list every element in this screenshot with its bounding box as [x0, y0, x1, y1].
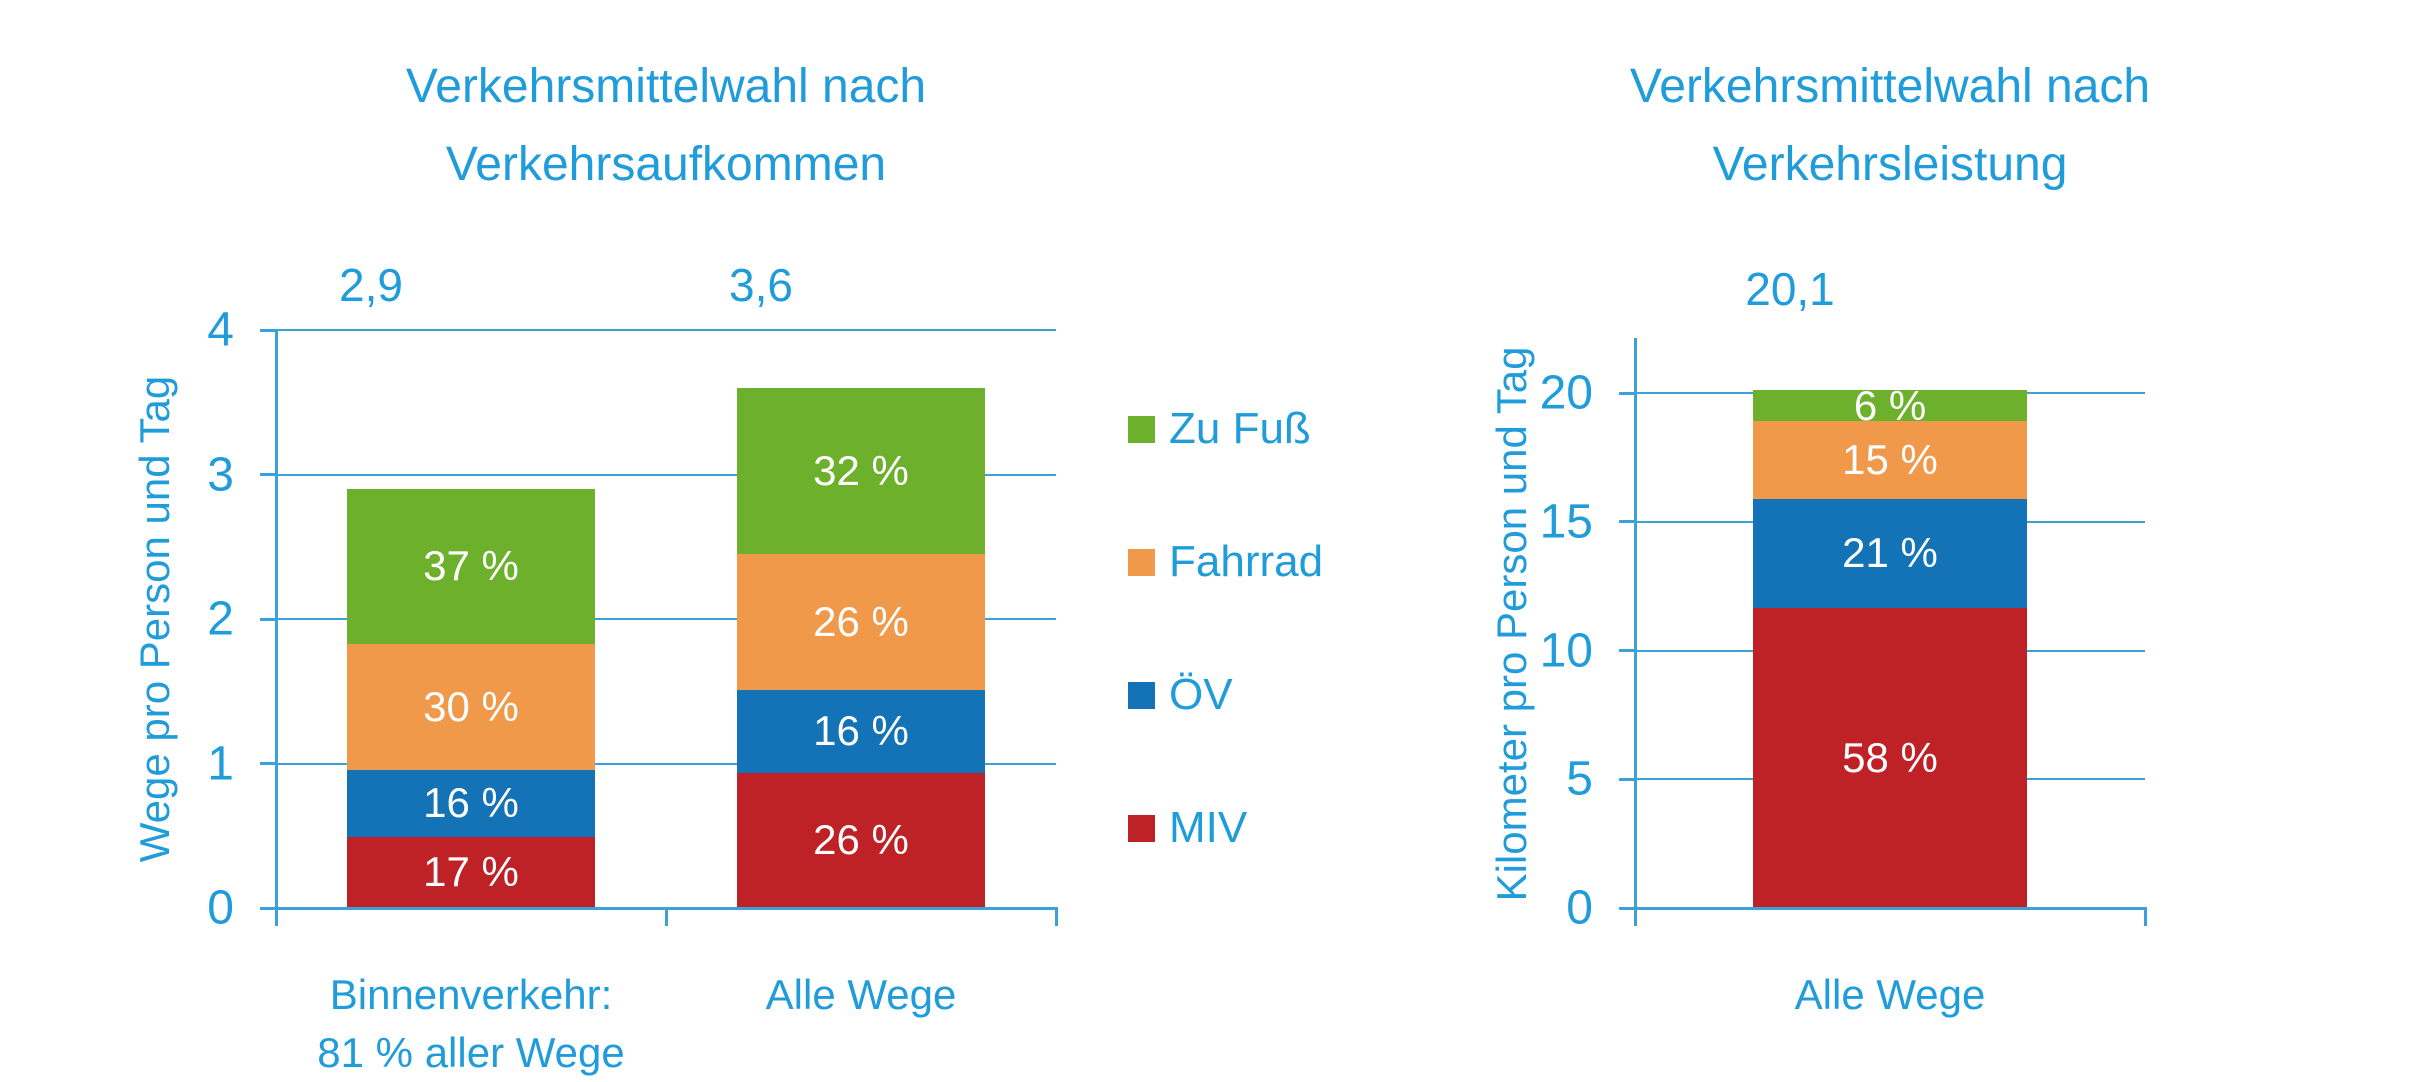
segment-label: 30 % — [423, 682, 519, 730]
bar-segment-zu-fuß: 32 % — [737, 387, 985, 555]
chart-title-line1: Verkehrsmittelwahl nach — [405, 60, 927, 113]
bar-total-label: 3,6 — [729, 259, 793, 311]
segment-label: 26 % — [813, 816, 909, 864]
category-label: Binnenverkehr: 81 % aller Wege — [317, 966, 624, 1082]
bar-total-label: 20,1 — [1745, 263, 1835, 315]
category-label-line1: Alle Wege — [1794, 971, 1986, 1018]
legend-label: MIV — [1169, 803, 1248, 852]
bar-segment-miv: 26 % — [737, 772, 985, 908]
bar-segment-öv: 21 % — [1753, 499, 2027, 608]
legend-label: Fahrrad — [1169, 537, 1324, 586]
segment-label: 6 % — [1853, 381, 1927, 429]
segment-label: 37 % — [423, 542, 519, 590]
y-tick — [1619, 906, 1635, 910]
y-tick-label: 2 — [207, 592, 234, 646]
y-tick-label: 1 — [207, 737, 234, 790]
x-axis-line — [1633, 906, 2147, 910]
segment-label: 58 % — [1842, 733, 1938, 781]
y-tick-label: 0 — [1566, 881, 1593, 935]
y-tick-label: 5 — [1566, 752, 1593, 806]
legend-swatch — [1128, 814, 1155, 842]
category-label-line1: Binnenverkehr: — [329, 971, 613, 1018]
gridline — [276, 762, 1056, 765]
x-tick — [1633, 908, 1637, 926]
y-axis-line — [274, 330, 278, 910]
category-label-line2: 81 % aller Wege — [317, 1029, 625, 1076]
bar-segment-fahrrad: 30 % — [347, 643, 595, 770]
y-tick-label: 20 — [1539, 366, 1593, 420]
gridline — [276, 473, 1056, 476]
y-axis-line — [1633, 338, 1637, 910]
x-tick — [664, 908, 668, 926]
chart-title-line2: Verkehrsaufkommen — [445, 138, 887, 191]
segment-label: 15 % — [1842, 436, 1938, 484]
x-tick — [274, 908, 278, 926]
segment-label: 32 % — [813, 447, 909, 495]
segment-label: 17 % — [423, 848, 519, 896]
segment-label: 16 % — [423, 779, 519, 827]
bar-segment-zu-fuß: 37 % — [347, 488, 595, 644]
y-tick — [260, 328, 276, 332]
legend-label: Zu Fuß — [1169, 404, 1311, 453]
bar-segment-öv: 16 % — [347, 769, 595, 837]
chart-title-line1: Verkehrsmittelwahl nach — [1629, 60, 2151, 113]
gridline — [276, 618, 1056, 620]
segment-label: 21 % — [1842, 529, 1938, 577]
category-label-line1: Alle Wege — [765, 971, 957, 1018]
y-tick — [260, 617, 276, 621]
y-tick-label: 3 — [207, 448, 234, 501]
legend-swatch — [1128, 415, 1155, 443]
bar-segment-zu-fuß: 6 % — [1753, 384, 2027, 426]
segment-label: 26 % — [813, 597, 909, 645]
y-tick-label: 4 — [207, 303, 234, 357]
y-tick — [1619, 391, 1635, 395]
y-tick-label: 0 — [207, 881, 234, 935]
legend-label: ÖV — [1169, 670, 1233, 719]
bar-segment-fahrrad: 26 % — [737, 554, 985, 690]
chart-title: Verkehrsmittelwahl nach Verkehrsaufkomme… — [276, 48, 1056, 204]
chart-title-line2: Verkehrsleistung — [1712, 138, 2068, 191]
y-tick-label: 10 — [1539, 624, 1593, 677]
legend-item-zu-fuß: Zu Fuß — [1128, 404, 1311, 454]
y-tick-label: 15 — [1539, 495, 1593, 549]
bar-segment-öv: 16 % — [737, 689, 985, 773]
legend-item-miv: MIV — [1128, 803, 1247, 853]
segment-label: 16 % — [813, 707, 909, 755]
legend-swatch — [1128, 681, 1155, 709]
bar-segment-fahrrad: 15 % — [1753, 421, 2027, 500]
y-tick — [1619, 649, 1635, 652]
y-tick — [260, 906, 276, 910]
y-tick — [260, 473, 276, 476]
bar-total-label: 2,9 — [339, 259, 403, 311]
y-tick — [1619, 777, 1635, 781]
chart-title: Verkehrsmittelwahl nach Verkehrsleistung — [1490, 48, 2290, 204]
y-tick — [260, 762, 276, 765]
legend-item-fahrrad: Fahrrad — [1128, 537, 1323, 587]
bar-segment-miv: 17 % — [347, 836, 595, 908]
category-label: Alle Wege — [766, 966, 957, 1024]
category-label: Alle Wege — [1795, 966, 1986, 1024]
legend-swatch — [1128, 548, 1155, 576]
x-tick — [1054, 908, 1058, 926]
x-tick — [2143, 908, 2147, 926]
bar-segment-miv: 58 % — [1753, 607, 2027, 908]
y-tick — [1619, 520, 1635, 524]
gridline — [276, 329, 1056, 331]
legend-item-öv: ÖV — [1128, 670, 1233, 720]
